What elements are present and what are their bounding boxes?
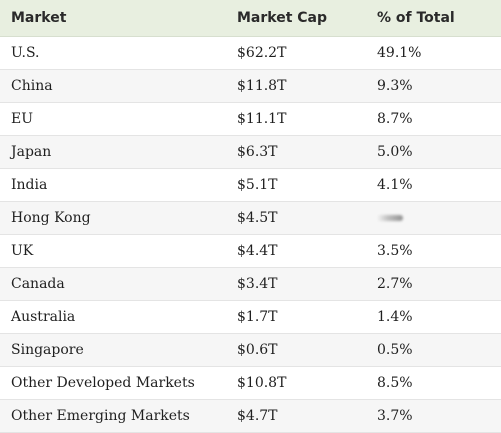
percent-cell: 4.1%: [366, 168, 501, 202]
percent-cell: 1.4%: [366, 300, 501, 334]
market-cell: Japan: [0, 135, 226, 169]
market-cell: Singapore: [0, 333, 226, 367]
header-percent-of-total: % of Total: [366, 0, 501, 37]
market-cap-cell: $5.1T: [226, 168, 366, 202]
percent-cell: 3.7%: [366, 399, 501, 433]
percent-cell: 3.5%: [366, 234, 501, 268]
table-row: Hong Kong $4.5T: [0, 201, 501, 235]
market-cell: Other Emerging Markets: [0, 399, 226, 433]
market-cell: Canada: [0, 267, 226, 301]
market-cell: China: [0, 69, 226, 103]
table-row: EU $11.1T 8.7%: [0, 102, 501, 136]
market-cap-cell: $4.7T: [226, 399, 366, 433]
table-row: Other Developed Markets $10.8T 8.5%: [0, 366, 501, 400]
market-cap-cell: $11.1T: [226, 102, 366, 136]
percent-cell: 8.5%: [366, 366, 501, 400]
market-cell: Other Developed Markets: [0, 366, 226, 400]
header-row: Market Market Cap % of Total: [0, 0, 501, 37]
percent-cell: 9.3%: [366, 69, 501, 103]
market-cell: India: [0, 168, 226, 202]
table-header: Market Market Cap % of Total: [0, 0, 501, 37]
table-row: Japan $6.3T 5.0%: [0, 135, 501, 169]
market-cell: Australia: [0, 300, 226, 334]
market-cell: Hong Kong: [0, 201, 226, 235]
market-cap-cell: $62.2T: [226, 36, 366, 70]
percent-cell: 8.7%: [366, 102, 501, 136]
market-cell: UK: [0, 234, 226, 268]
table-body: U.S. $62.2T 49.1% China $11.8T 9.3% EU $…: [0, 36, 501, 433]
percent-cell: 49.1%: [366, 36, 501, 70]
table-row: India $5.1T 4.1%: [0, 168, 501, 202]
table-row: U.S. $62.2T 49.1%: [0, 36, 501, 70]
table-row: Other Emerging Markets $4.7T 3.7%: [0, 399, 501, 433]
table-row: Australia $1.7T 1.4%: [0, 300, 501, 334]
market-cap-cell: $6.3T: [226, 135, 366, 169]
market-cell: EU: [0, 102, 226, 136]
market-cell: U.S.: [0, 36, 226, 70]
market-cap-cell: $4.4T: [226, 234, 366, 268]
table-row: China $11.8T 9.3%: [0, 69, 501, 103]
percent-cell: 2.7%: [366, 267, 501, 301]
percent-cell-obscured: [366, 201, 501, 235]
percent-cell: 0.5%: [366, 333, 501, 367]
header-market-cap: Market Cap: [226, 0, 366, 37]
header-market: Market: [0, 0, 226, 37]
percent-cell: 5.0%: [366, 135, 501, 169]
market-cap-cell: $1.7T: [226, 300, 366, 334]
market-cap-cell: $3.4T: [226, 267, 366, 301]
blurred-value-mark: [377, 214, 403, 221]
market-cap-cell: $10.8T: [226, 366, 366, 400]
market-cap-cell: $0.6T: [226, 333, 366, 367]
market-cap-cell: $4.5T: [226, 201, 366, 235]
market-cap-cell: $11.8T: [226, 69, 366, 103]
table-row: Singapore $0.6T 0.5%: [0, 333, 501, 367]
table-row: Canada $3.4T 2.7%: [0, 267, 501, 301]
table-row: UK $4.4T 3.5%: [0, 234, 501, 268]
